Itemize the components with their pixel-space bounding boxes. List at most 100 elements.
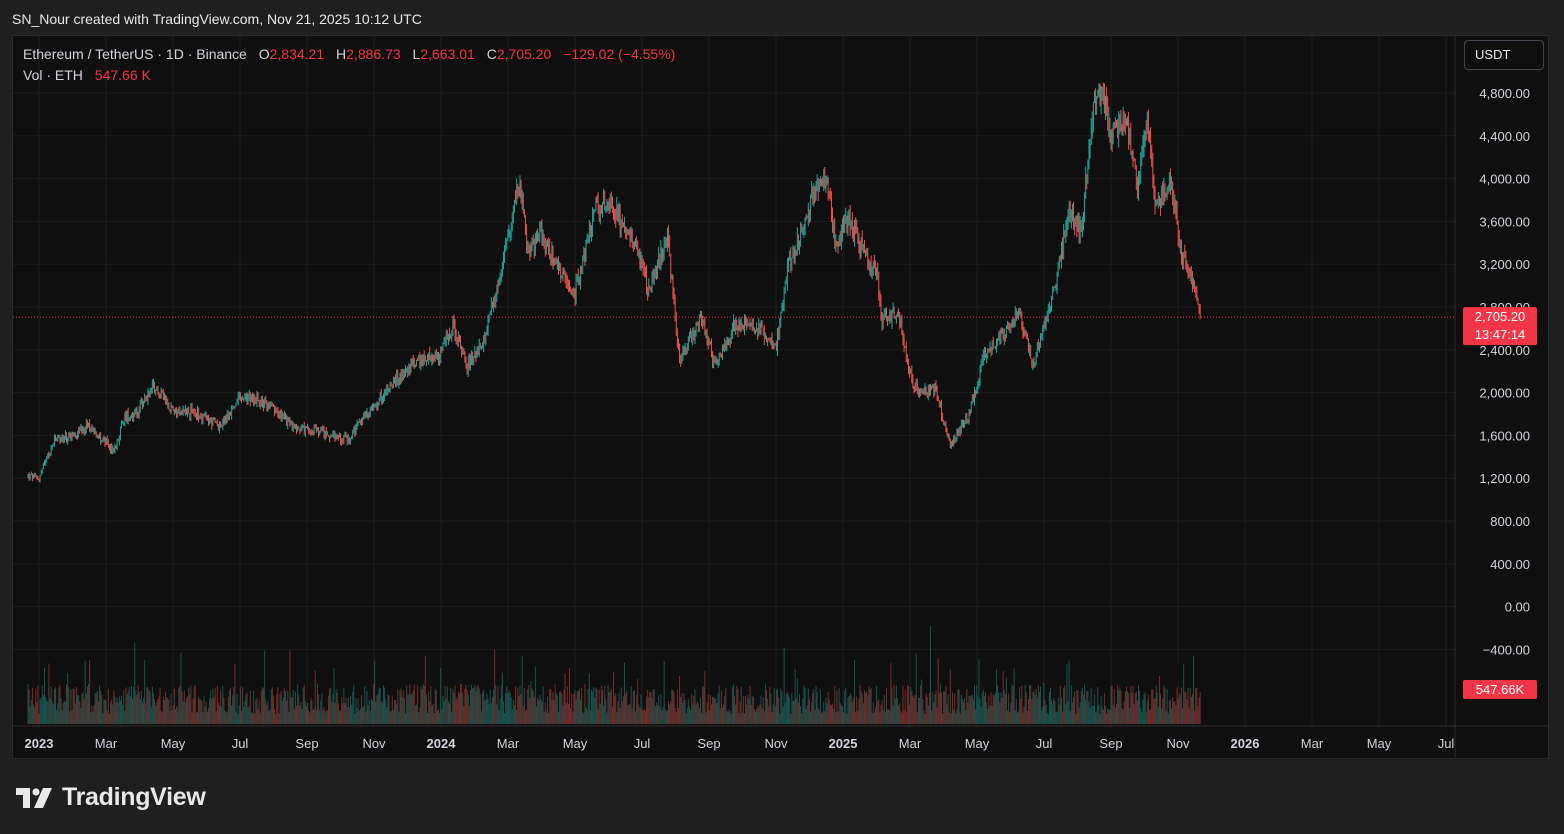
volume-bar [910, 687, 912, 724]
volume-bar [74, 703, 76, 724]
time-axis[interactable]: 2023 Mar May Jul Sep Nov 2024 Mar May Jul Sep Nov 20… [25, 736, 1455, 751]
volume-bar [438, 709, 440, 724]
volume-bar [963, 702, 965, 724]
volume-bar [873, 712, 875, 724]
volume-bar [709, 695, 711, 724]
volume-bar [972, 698, 974, 724]
volume-bar [890, 663, 892, 724]
volume-bar [279, 694, 281, 724]
volume-bar [239, 686, 241, 724]
volume-bar [475, 691, 477, 724]
volume-bar [78, 695, 80, 724]
volume-bar [482, 692, 484, 724]
volume-bar [125, 687, 127, 724]
volume-bar [1167, 713, 1169, 724]
volume-bar [626, 690, 628, 724]
volume-bar [830, 704, 832, 724]
volume-bar [835, 711, 837, 724]
volume-bar [269, 709, 271, 724]
volume-bar [185, 698, 187, 724]
volume-bar [627, 705, 629, 724]
volume-bar [767, 698, 769, 724]
volume-bar [701, 712, 703, 724]
volume-bar [277, 687, 279, 724]
volume-bar [99, 685, 101, 724]
volume-bar [800, 706, 802, 724]
price-tick-label: 4,800.00 [1479, 86, 1530, 101]
volume-bar [987, 708, 989, 724]
volume-bar [749, 686, 751, 724]
volume-bar [769, 686, 771, 724]
volume-bar [554, 684, 556, 724]
volume-bar [509, 692, 511, 724]
volume-bar [264, 651, 266, 724]
price-axis[interactable]: 4,800.00 4,400.00 4,000.00 3,600.00 3,200.00… [1479, 86, 1530, 657]
volume-bar [817, 708, 819, 724]
volume-bar [1010, 702, 1012, 724]
chart-panel[interactable]: 4,800.00 4,400.00 4,000.00 3,600.00 3,200.00… [12, 35, 1549, 759]
price-tick-label: 1,600.00 [1479, 428, 1530, 443]
volume-bar [766, 690, 768, 724]
volume-bar [943, 691, 945, 724]
volume-bar [427, 713, 429, 724]
volume-bar [1046, 712, 1048, 724]
volume-bar [1073, 697, 1075, 724]
volume-bar [165, 692, 167, 724]
volume-bar [331, 702, 333, 724]
volume-label[interactable]: Vol · ETH [23, 67, 83, 83]
volume-bar [423, 685, 425, 724]
volume-bar [315, 710, 317, 724]
volume-bar [1022, 712, 1024, 724]
volume-bar [61, 709, 63, 724]
volume-bar [664, 709, 666, 724]
volume-bar [477, 684, 479, 724]
volume-bar [938, 693, 940, 724]
volume-bar [1107, 708, 1109, 724]
volume-bar [1052, 704, 1054, 724]
volume-bar [640, 694, 642, 724]
volume-bar [1011, 684, 1013, 724]
volume-bar [101, 694, 103, 724]
volume-bar [138, 691, 140, 724]
volume-bar [950, 713, 952, 724]
volume-bar [433, 713, 435, 724]
volume-bar [884, 712, 886, 724]
volume-bar [806, 705, 808, 724]
volume-bar [1165, 710, 1167, 724]
volume-bar [1136, 700, 1138, 724]
volume-bar [592, 691, 594, 724]
volume-bar [1152, 689, 1154, 724]
volume-bar [198, 696, 200, 724]
volume-bar [849, 693, 851, 724]
volume-bar [483, 689, 485, 724]
volume-bar [941, 692, 943, 724]
currency-button[interactable]: USDT [1464, 40, 1544, 70]
last-volume-tag-box [1463, 680, 1537, 699]
volume-bar [1161, 708, 1163, 724]
volume-bar [1139, 690, 1141, 724]
volume-bar [1130, 685, 1132, 724]
volume-bar [998, 692, 1000, 724]
volume-bar [286, 700, 288, 724]
volume-bar [1056, 712, 1058, 724]
price-chart[interactable]: 4,800.00 4,400.00 4,000.00 3,600.00 3,200.00… [13, 36, 1548, 758]
volume-bar [408, 694, 410, 724]
tradingview-logo[interactable]: TradingView [16, 783, 206, 812]
volume-bar [779, 713, 781, 724]
volume-bar [913, 697, 915, 724]
volume-bar [1158, 675, 1160, 724]
volume-bar [571, 693, 573, 724]
symbol-name[interactable]: Ethereum / TetherUS · 1D · Binance [23, 46, 247, 62]
volume-bar [46, 700, 48, 724]
volume-bar [985, 692, 987, 724]
open-label: O [258, 46, 270, 62]
volume-bar [648, 697, 650, 724]
volume-bar [314, 670, 316, 724]
volume-bar [981, 692, 983, 724]
volume-bar [27, 684, 29, 724]
volume-bar [1007, 710, 1009, 724]
volume-bar [777, 688, 779, 724]
volume-bar [666, 710, 668, 724]
volume-bar [418, 712, 420, 724]
volume-bar [761, 708, 763, 724]
